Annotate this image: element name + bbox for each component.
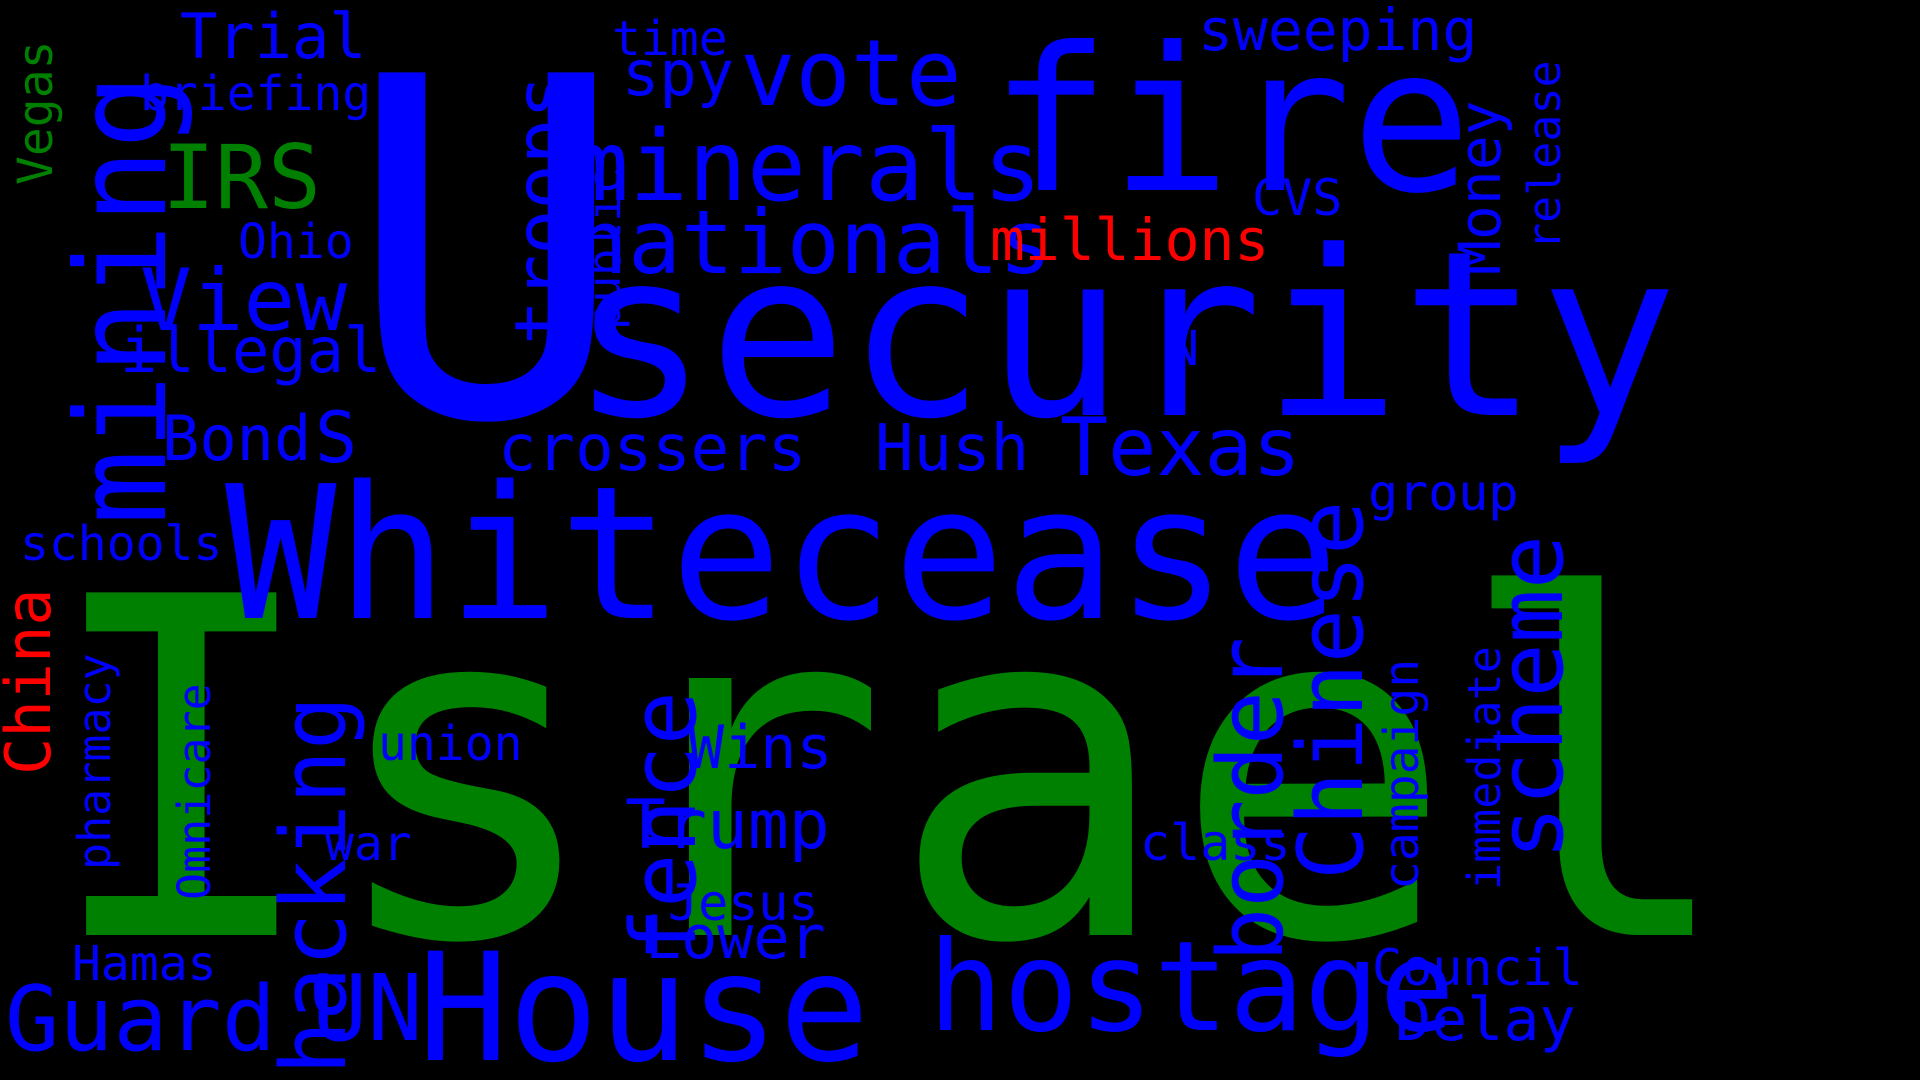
word-hush: Hush <box>875 412 1029 486</box>
word-minerals: minerals <box>570 110 1042 224</box>
word-vote: vote <box>740 20 962 127</box>
word-n: N <box>1170 321 1199 377</box>
word-union: union <box>378 716 523 772</box>
word-ohio: Ohio <box>238 214 354 270</box>
word-house: House <box>418 922 870 1080</box>
word-bond: Bond <box>162 402 311 475</box>
word-omnicare: Omnicare <box>168 683 221 900</box>
word-money: Money <box>1446 100 1514 275</box>
word-war: war <box>325 816 412 872</box>
word-trial: Trial <box>180 0 367 73</box>
word-security: security <box>570 203 1678 470</box>
word-troops: troops <box>498 74 586 345</box>
word-fence: fence <box>612 691 717 962</box>
word-release: release <box>1518 60 1571 250</box>
word-trump: Trump <box>625 786 830 865</box>
word-whitecease: Whitecease <box>225 446 1339 662</box>
word-jesus: Jesus <box>668 874 819 932</box>
word-mining: mining <box>50 73 195 525</box>
word-council: Council <box>1372 939 1583 997</box>
word-china: China <box>0 588 65 775</box>
word-illegal: illegal <box>120 314 381 387</box>
word-wins: Wins <box>688 713 833 783</box>
word-guard: Guard <box>5 967 276 1072</box>
word-hostage: hostage <box>928 915 1455 1060</box>
word-un: UN <box>312 955 423 1062</box>
word-scheme: scheme <box>1479 535 1584 860</box>
word-millions: millions <box>990 206 1269 274</box>
word-israel: Israel <box>40 499 1738 1046</box>
word-texas: Texas <box>1060 401 1301 494</box>
word-hacking: hacking <box>262 696 367 1075</box>
word-fire: fire <box>990 5 1472 238</box>
word-irs: IRS <box>162 126 321 229</box>
word-chinese: Chinese <box>1279 501 1384 880</box>
word-schools: schools <box>20 516 222 572</box>
word-class: class <box>1140 814 1291 872</box>
word-time: time <box>612 11 728 67</box>
word-spy: spy <box>622 37 734 110</box>
word-s: S <box>315 397 357 479</box>
word-cvs: CVS <box>1252 169 1342 227</box>
word-border: border <box>1199 637 1304 962</box>
word-briefing: briefing <box>140 66 371 122</box>
word-group: group <box>1368 464 1519 522</box>
word-pharmacy: pharmacy <box>68 653 121 870</box>
word-public: public <box>578 167 631 330</box>
word-view: View <box>140 251 347 351</box>
word-crossers: crossers <box>498 412 806 486</box>
word-immediate: immediate <box>1458 646 1511 890</box>
word-u: U <box>345 0 628 526</box>
word-campaign: campaign <box>1374 659 1430 890</box>
word-lower: Lower <box>645 903 826 973</box>
word-nationals: nationals <box>575 191 1052 294</box>
word-hamas: Hamas <box>72 936 217 992</box>
word-sweeping: sweeping <box>1198 0 1477 64</box>
word-delay: Delay <box>1395 985 1576 1055</box>
word-vegas: Vegas <box>8 41 64 186</box>
